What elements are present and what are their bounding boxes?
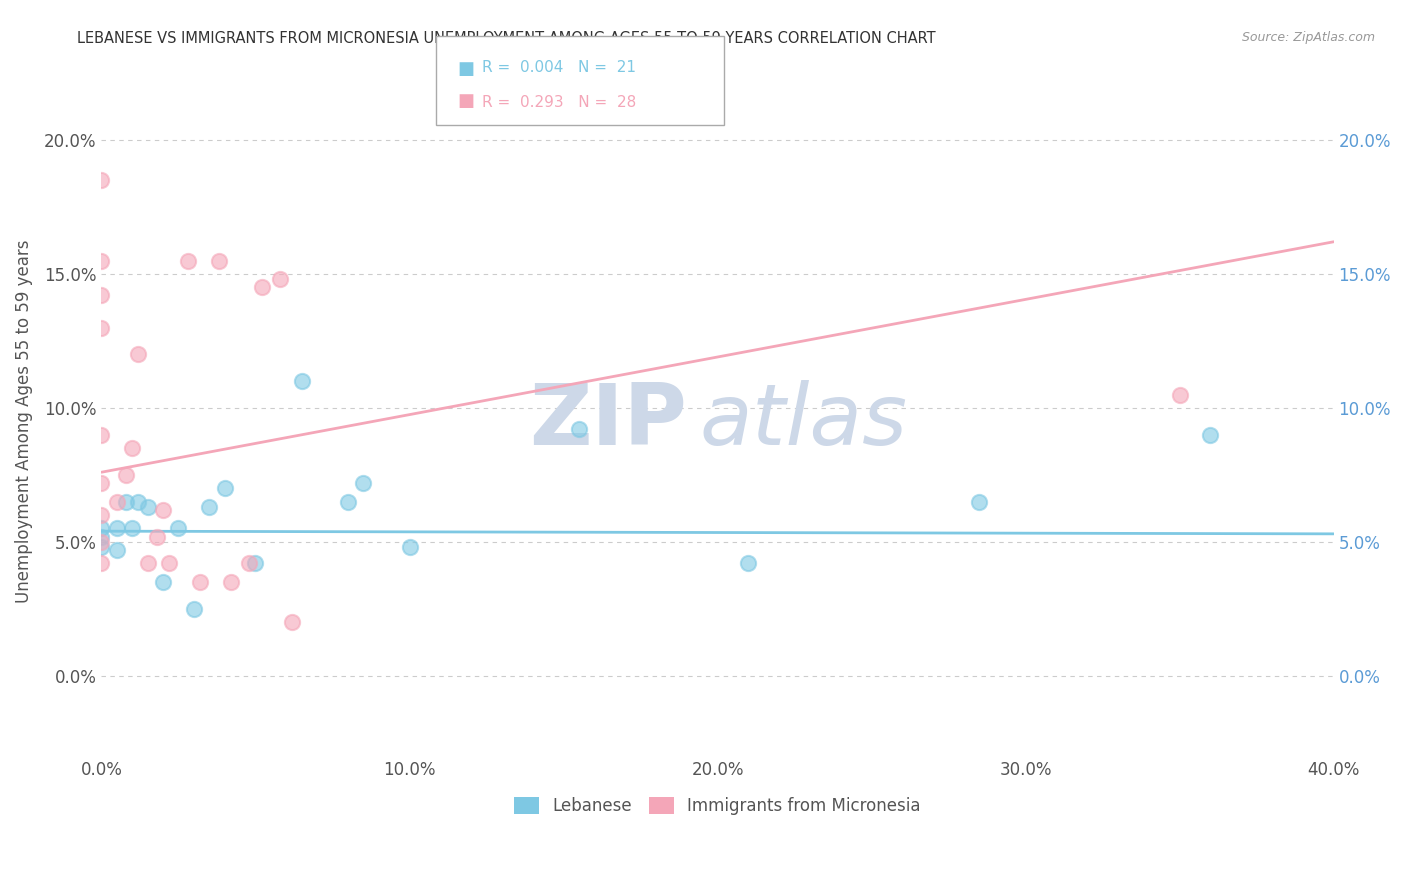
Point	[90, 427, 112, 442]
Point	[90, 173, 112, 187]
Point	[90, 557, 112, 571]
Point	[127, 347, 149, 361]
Point	[207, 253, 229, 268]
Point	[269, 272, 291, 286]
Point	[198, 500, 221, 514]
Point	[90, 320, 112, 334]
Point	[183, 602, 205, 616]
Text: ■: ■	[457, 92, 474, 110]
Point	[214, 481, 236, 495]
Point	[90, 521, 112, 535]
Point	[352, 475, 374, 490]
Point	[115, 467, 138, 482]
Point	[90, 253, 112, 268]
Point	[157, 557, 180, 571]
Point	[90, 288, 112, 302]
Text: ■: ■	[457, 60, 474, 78]
Point	[336, 494, 359, 508]
Point	[238, 557, 260, 571]
Text: R =  0.293   N =  28: R = 0.293 N = 28	[482, 95, 637, 110]
Point	[105, 543, 128, 558]
Point	[177, 253, 200, 268]
Point	[136, 557, 159, 571]
Point	[152, 502, 174, 516]
Point	[167, 521, 190, 535]
Point	[1199, 427, 1222, 442]
Point	[146, 529, 169, 543]
Y-axis label: Unemployment Among Ages 55 to 59 years: Unemployment Among Ages 55 to 59 years	[15, 240, 32, 603]
Point	[121, 441, 143, 455]
Point	[105, 494, 128, 508]
Legend: Lebanese, Immigrants from Micronesia: Lebanese, Immigrants from Micronesia	[508, 790, 928, 822]
Point	[127, 494, 149, 508]
Point	[245, 557, 267, 571]
Point	[1168, 387, 1191, 401]
Point	[250, 280, 273, 294]
Point	[90, 541, 112, 555]
Point	[136, 500, 159, 514]
Point	[90, 535, 112, 549]
Text: ZIP: ZIP	[529, 380, 686, 463]
Point	[219, 575, 242, 590]
Point	[121, 521, 143, 535]
Point	[398, 541, 420, 555]
Point	[969, 494, 991, 508]
Point	[115, 494, 138, 508]
Point	[90, 529, 112, 543]
Point	[281, 615, 304, 630]
Point	[737, 557, 759, 571]
Point	[188, 575, 211, 590]
Point	[152, 575, 174, 590]
Point	[291, 374, 314, 388]
Point	[90, 475, 112, 490]
Text: R =  0.004   N =  21: R = 0.004 N = 21	[482, 60, 637, 75]
Text: Source: ZipAtlas.com: Source: ZipAtlas.com	[1241, 31, 1375, 45]
Point	[568, 422, 591, 436]
Point	[105, 521, 128, 535]
Text: atlas: atlas	[699, 380, 907, 463]
Text: LEBANESE VS IMMIGRANTS FROM MICRONESIA UNEMPLOYMENT AMONG AGES 55 TO 59 YEARS CO: LEBANESE VS IMMIGRANTS FROM MICRONESIA U…	[77, 31, 936, 46]
Point	[90, 508, 112, 522]
